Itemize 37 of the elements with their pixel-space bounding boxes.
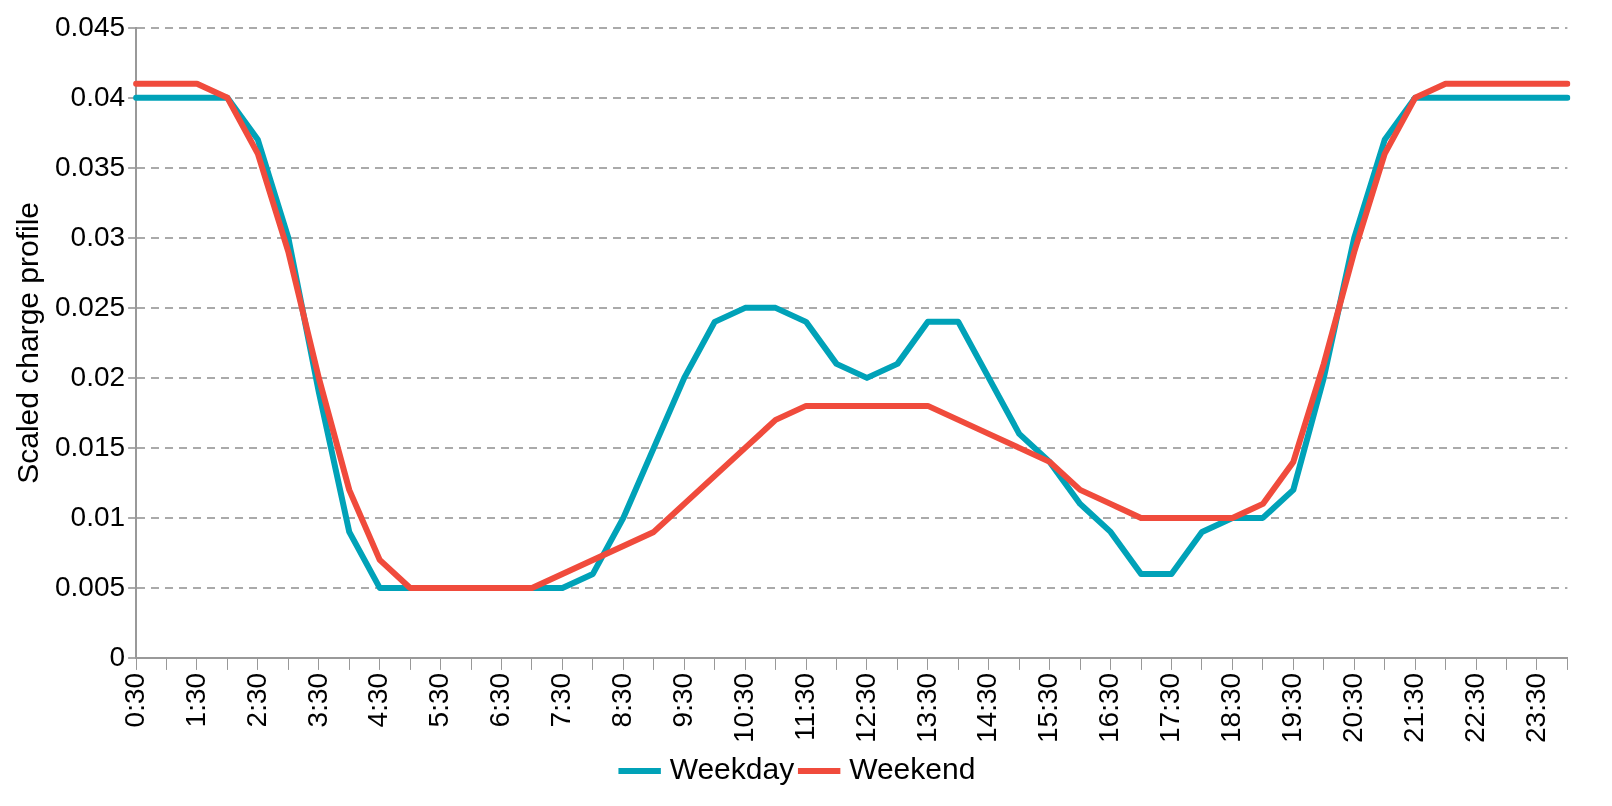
x-tick-label: 10:30 xyxy=(727,672,759,744)
x-tick-label: 23:30 xyxy=(1519,672,1551,744)
y-tick-label: 0.03 xyxy=(70,220,126,252)
x-tick-label: 18:30 xyxy=(1215,672,1247,744)
x-tick-label: 7:30 xyxy=(545,672,577,728)
x-tick-label: 21:30 xyxy=(1397,672,1429,744)
x-tick-label: 6:30 xyxy=(484,672,516,728)
x-tick-label: 0:30 xyxy=(118,672,150,728)
x-tick-label: 22:30 xyxy=(1458,672,1490,744)
x-tick-label: 15:30 xyxy=(1032,672,1064,744)
x-tick-label: 4:30 xyxy=(362,672,394,728)
x-tick-label: 2:30 xyxy=(240,672,272,728)
x-tick-label: 19:30 xyxy=(1276,672,1308,744)
y-tick-label: 0.015 xyxy=(54,430,126,462)
legend-label: Weekday xyxy=(669,752,795,786)
x-tick-label: 8:30 xyxy=(606,672,638,728)
x-tick-label: 9:30 xyxy=(666,672,698,728)
x-tick-label: 5:30 xyxy=(423,672,455,728)
y-tick-label: 0.035 xyxy=(54,150,126,182)
x-tick-label: 14:30 xyxy=(971,672,1003,744)
x-tick-label: 3:30 xyxy=(301,672,333,728)
y-axis-title: Scaled charge profile xyxy=(11,201,45,484)
y-tick-label: 0.045 xyxy=(54,10,126,42)
x-tick-label: 1:30 xyxy=(179,672,211,728)
y-tick-label: 0.01 xyxy=(70,500,126,532)
legend-label: Weekend xyxy=(849,752,976,786)
y-tick-label: 0.04 xyxy=(70,80,126,112)
x-tick-label: 17:30 xyxy=(1154,672,1186,744)
y-tick-label: 0 xyxy=(109,640,126,672)
x-tick-label: 16:30 xyxy=(1093,672,1125,744)
y-tick-label: 0.02 xyxy=(70,360,126,392)
y-tick-label: 0.005 xyxy=(54,570,126,602)
x-tick-label: 13:30 xyxy=(910,672,942,744)
x-tick-label: 11:30 xyxy=(788,672,820,741)
x-tick-label: 20:30 xyxy=(1336,672,1368,744)
y-tick-label: 0.025 xyxy=(54,290,126,322)
x-tick-label: 12:30 xyxy=(849,672,881,744)
